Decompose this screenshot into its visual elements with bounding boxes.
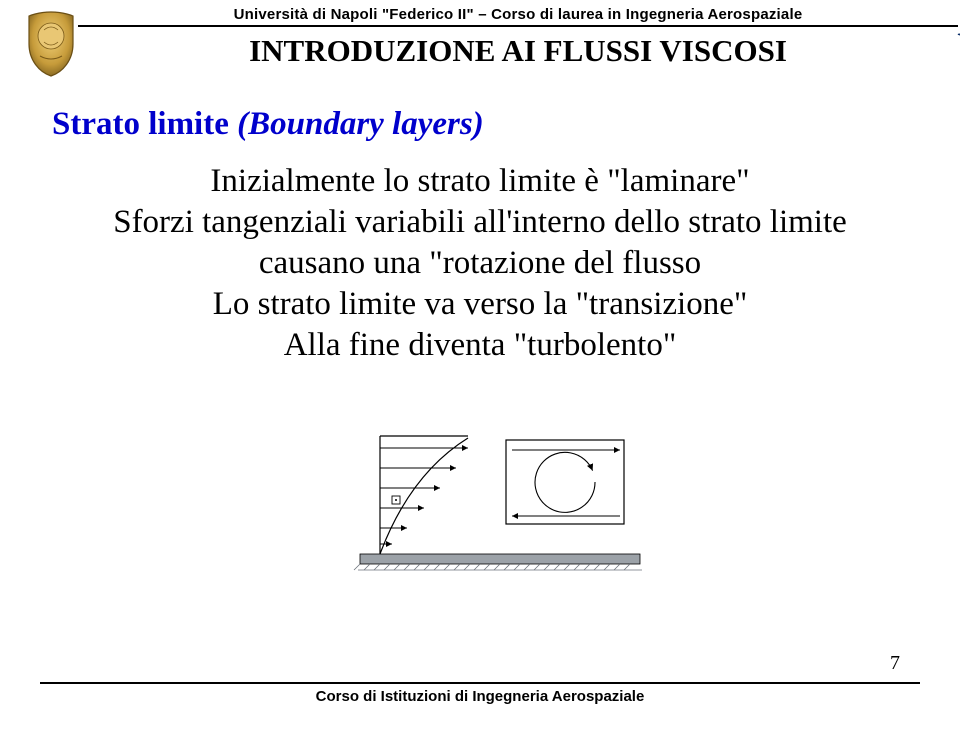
boundary-layer-diagram [300,396,660,576]
body-line-2: Sforzi tangenziali variabili all'interno… [70,202,890,284]
footer-rule [40,682,920,684]
diagram-svg [300,396,660,576]
footer: Corso di Istituzioni di Ingegneria Aeros… [0,682,960,705]
university-shield-icon [24,10,78,78]
header: Università di Napoli "Federico II" – Cor… [0,0,960,78]
body-line-4: Alla fine diventa "turbolento" [70,325,890,366]
body-line-1: Inizialmente lo strato limite è "laminar… [70,161,890,202]
header-left-logo [24,6,78,78]
body-text: Inizialmente lo strato limite è "laminar… [70,161,890,366]
header-center: Università di Napoli "Federico II" – Cor… [78,6,958,69]
section-title: Strato limite (Boundary layers) [0,78,960,143]
body-line-3: Lo strato limite va verso la "transizion… [70,284,890,325]
course-title: INTRODUZIONE AI FLUSSI VISCOSI [249,33,787,69]
university-line: Università di Napoli "Federico II" – Cor… [234,6,803,23]
section-title-plain: Strato limite [52,106,237,142]
slide: Università di Napoli "Federico II" – Cor… [0,0,960,733]
section-title-italic: (Boundary layers) [237,106,484,142]
footer-text: Corso di Istituzioni di Ingegneria Aeros… [316,688,645,705]
header-rule [78,25,958,27]
page-number: 7 [890,652,900,675]
